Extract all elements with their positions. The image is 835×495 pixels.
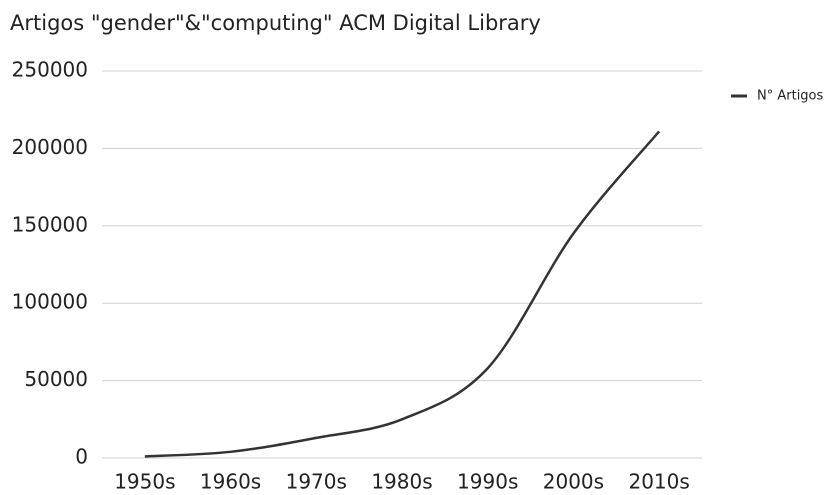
y-tick-label: 100000 [12,290,88,314]
x-tick-label: 2010s [628,470,689,494]
x-tick-label: 1950s [114,470,175,494]
y-tick-label: 50000 [24,367,88,391]
y-tick-label: 250000 [12,58,88,82]
x-tick-label: 1960s [200,470,261,494]
line-series [144,130,661,458]
y-tick-label: 200000 [12,135,88,159]
x-tick-label: 1990s [457,470,518,494]
x-tick-label: 1980s [371,470,432,494]
x-tick-label: 2000s [543,470,604,494]
chart-title: Artigos "gender"&"computing" ACM Digital… [10,11,541,35]
legend-label: N° Artigos [757,89,824,104]
y-tick-label: 150000 [12,212,88,236]
x-tick-label: 1970s [286,470,347,494]
y-tick-label: 0 [75,445,88,469]
